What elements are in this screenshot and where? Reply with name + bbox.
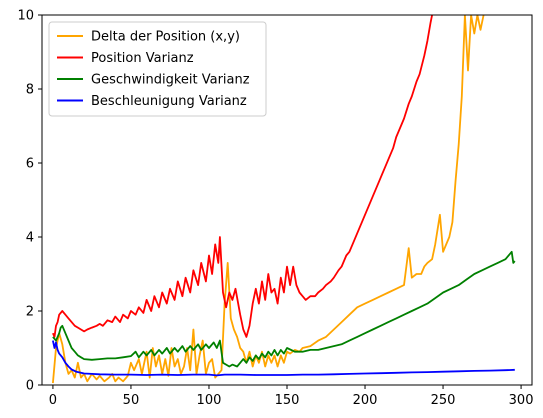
legend-box (48, 21, 267, 117)
y-tick-label-3: 6 (26, 157, 34, 172)
series-line-1 (52, 15, 433, 338)
legend-label-0: Delta der Position (x,y) (91, 30, 240, 45)
legend-label-1: Position Varianz (91, 51, 194, 66)
x-tick-label-0: 0 (49, 393, 57, 408)
y-tick-label-4: 8 (26, 83, 34, 98)
x-tick-label-2: 100 (197, 393, 222, 408)
series-line-3 (52, 340, 515, 377)
y-tick-label-5: 10 (17, 9, 34, 24)
x-tick-label-1: 50 (123, 393, 140, 408)
legend-label-3: Beschleunigung Varianz (91, 94, 247, 109)
legend: Delta der Position (x,y) Position Varianz… (48, 21, 267, 117)
series-line-0 (52, 15, 485, 384)
y-tick-label-2: 4 (26, 231, 34, 246)
y-axis: 0 2 4 6 8 10 (17, 9, 42, 394)
series-line-2 (52, 250, 516, 368)
series-layer (52, 15, 516, 384)
x-axis: 0 50 100 150 200 250 300 (49, 385, 534, 408)
legend-label-2: Geschwindigkeit Varianz (91, 73, 250, 88)
y-tick-label-0: 0 (26, 379, 34, 394)
y-tick-label-1: 2 (26, 305, 34, 320)
x-tick-label-6: 300 (509, 393, 534, 408)
x-tick-label-3: 150 (275, 393, 300, 408)
x-tick-label-4: 200 (353, 393, 378, 408)
x-tick-label-5: 250 (431, 393, 456, 408)
